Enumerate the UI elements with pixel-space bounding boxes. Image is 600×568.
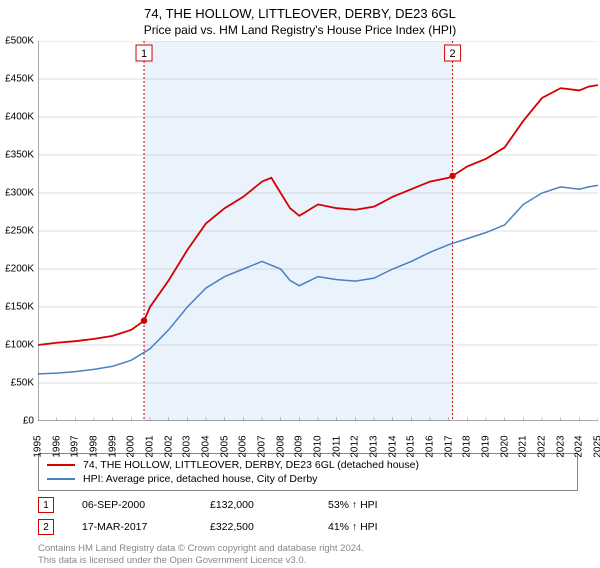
legend: 74, THE HOLLOW, LITTLEOVER, DERBY, DE23 …: [38, 453, 578, 491]
x-axis-label: 1999: [107, 435, 118, 457]
legend-swatch: [47, 478, 75, 480]
x-axis-label: 2008: [275, 435, 286, 457]
y-axis-label: £250K: [5, 226, 38, 237]
x-axis-label: 2001: [145, 435, 156, 457]
x-axis-label: 2016: [425, 435, 436, 457]
x-axis-label: 1998: [89, 435, 100, 457]
x-axis-label: 1995: [33, 435, 44, 457]
y-axis-label: £100K: [5, 340, 38, 351]
chart-area: 12 £0£50K£100K£150K£200K£250K£300K£350K£…: [38, 41, 598, 421]
x-axis-label: 2013: [369, 435, 380, 457]
y-axis-label: £150K: [5, 302, 38, 313]
footer-line-1: Contains HM Land Registry data © Crown c…: [38, 543, 592, 555]
sale-row: 2 17-MAR-2017 £322,500 41% ↑ HPI: [38, 519, 592, 535]
footer-attribution: Contains HM Land Registry data © Crown c…: [38, 543, 592, 568]
x-axis-label: 2022: [537, 435, 548, 457]
x-axis-label: 2007: [257, 435, 268, 457]
sale-hpi-delta: 41% ↑ HPI: [328, 521, 378, 533]
x-axis-label: 2002: [163, 435, 174, 457]
x-axis-label: 2012: [350, 435, 361, 457]
x-axis-label: 1997: [70, 435, 81, 457]
chart-subtitle: Price paid vs. HM Land Registry's House …: [0, 23, 600, 37]
sale-hpi-delta: 53% ↑ HPI: [328, 499, 378, 511]
x-axis-label: 2003: [182, 435, 193, 457]
y-axis-label: £200K: [5, 264, 38, 275]
x-axis-label: 2005: [219, 435, 230, 457]
x-axis-label: 2004: [201, 435, 212, 457]
x-axis-label: 2011: [331, 436, 342, 458]
y-axis-label: £500K: [5, 36, 38, 47]
x-axis-label: 2014: [387, 435, 398, 457]
x-axis-label: 2018: [462, 435, 473, 457]
x-axis-label: 2010: [313, 435, 324, 457]
x-axis-label: 2023: [555, 435, 566, 457]
y-axis-label: £50K: [11, 378, 38, 389]
legend-label: HPI: Average price, detached house, City…: [83, 473, 317, 485]
sale-marker-number: 1: [38, 497, 54, 513]
x-axis-label: 2017: [443, 435, 454, 457]
x-axis-label: 1996: [51, 435, 62, 457]
legend-swatch: [47, 464, 75, 466]
chart-svg: 12: [38, 41, 598, 421]
x-axis-label: 2021: [518, 435, 529, 457]
svg-text:2: 2: [450, 48, 456, 60]
x-axis-label: 2019: [481, 435, 492, 457]
sale-row: 1 06-SEP-2000 £132,000 53% ↑ HPI: [38, 497, 592, 513]
sale-date: 17-MAR-2017: [82, 521, 182, 533]
x-axis-label: 2015: [406, 435, 417, 457]
chart-title: 74, THE HOLLOW, LITTLEOVER, DERBY, DE23 …: [0, 6, 600, 21]
y-axis-label: £0: [23, 416, 38, 427]
svg-text:1: 1: [141, 48, 147, 60]
x-axis-label: 2025: [593, 435, 600, 457]
footer-line-2: This data is licensed under the Open Gov…: [38, 555, 592, 567]
y-axis-label: £450K: [5, 74, 38, 85]
y-axis-label: £300K: [5, 188, 38, 199]
legend-label: 74, THE HOLLOW, LITTLEOVER, DERBY, DE23 …: [83, 459, 419, 471]
x-axis-label: 2009: [294, 435, 305, 457]
sale-date: 06-SEP-2000: [82, 499, 182, 511]
sale-price: £132,000: [210, 499, 300, 511]
y-axis-label: £400K: [5, 112, 38, 123]
sale-price: £322,500: [210, 521, 300, 533]
legend-item: 74, THE HOLLOW, LITTLEOVER, DERBY, DE23 …: [47, 458, 569, 472]
sales-table: 1 06-SEP-2000 £132,000 53% ↑ HPI 2 17-MAR-201…: [0, 497, 600, 535]
x-axis-label: 2000: [126, 435, 137, 457]
x-axis-label: 2024: [574, 435, 585, 457]
x-axis-label: 2020: [499, 435, 510, 457]
x-axis-label: 2006: [238, 435, 249, 457]
sale-marker-number: 2: [38, 519, 54, 535]
y-axis-label: £350K: [5, 150, 38, 161]
legend-item: HPI: Average price, detached house, City…: [47, 472, 569, 486]
